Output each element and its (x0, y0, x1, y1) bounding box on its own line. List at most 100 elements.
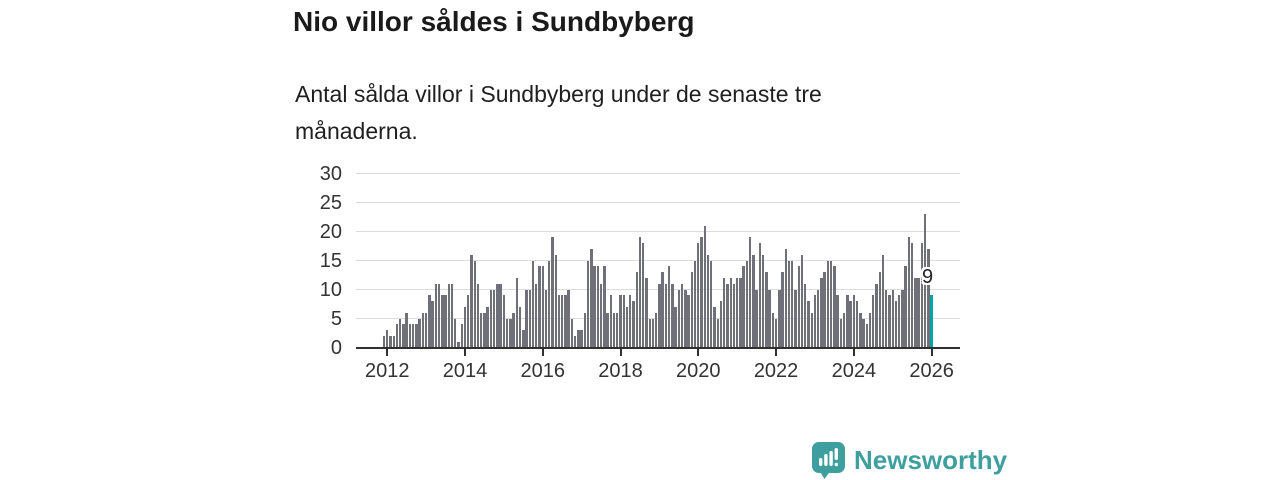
bar (642, 243, 645, 348)
bar (667, 266, 671, 348)
bar (402, 324, 405, 348)
bar (723, 277, 726, 348)
highlighted-bar (930, 295, 933, 348)
bar (661, 272, 664, 348)
bar (771, 312, 775, 348)
bar (735, 277, 739, 348)
bar (742, 266, 745, 348)
bar (833, 266, 836, 348)
bar (411, 324, 415, 348)
bar (457, 341, 460, 348)
bar (868, 312, 872, 348)
bar (450, 283, 454, 348)
y-axis-label-20: 20 (319, 220, 342, 243)
bar (813, 295, 817, 348)
x-axis-line (356, 346, 960, 349)
bar (548, 260, 551, 348)
bar (460, 324, 463, 348)
bar (444, 295, 447, 348)
gridline-15 (356, 260, 960, 261)
bar (541, 266, 544, 348)
bar (745, 260, 749, 348)
y-axis-label-10: 10 (319, 278, 342, 301)
page-title: Nio villor såldes i Sundbyberg (293, 6, 695, 37)
newsworthy-logo: Newsworthy (812, 441, 1007, 479)
bar (395, 324, 399, 348)
x-axis-tick-2020 (697, 348, 700, 356)
bar (382, 335, 386, 348)
bar (826, 260, 830, 348)
gridline-20 (356, 231, 960, 232)
bar (502, 295, 506, 348)
bar (625, 306, 629, 348)
bar (434, 283, 438, 348)
bar (473, 260, 476, 348)
bar (888, 295, 891, 348)
bar (797, 266, 800, 348)
bar (732, 283, 736, 348)
x-axis-label-2014: 2014 (442, 359, 488, 382)
bar (492, 289, 496, 348)
bar (810, 312, 813, 348)
bar (891, 289, 894, 348)
bar (622, 295, 625, 348)
bar (852, 295, 856, 348)
bar (716, 318, 719, 348)
bar (392, 335, 395, 348)
bar (898, 295, 901, 348)
bar (389, 335, 392, 348)
bar (609, 295, 612, 348)
bar (489, 289, 493, 348)
bar (515, 277, 519, 348)
bar (807, 301, 810, 348)
bar (599, 283, 603, 348)
bar (719, 301, 723, 348)
gridline-25 (356, 202, 960, 203)
bar (583, 312, 587, 348)
bar (654, 312, 658, 348)
bar (424, 312, 428, 348)
bar (586, 260, 590, 348)
bar (710, 260, 713, 348)
bar (800, 254, 804, 348)
bar (619, 295, 622, 348)
y-axis-label-0: 0 (330, 336, 342, 359)
bar (447, 283, 450, 348)
bar (512, 312, 515, 348)
bar (855, 301, 859, 348)
bar (784, 248, 787, 348)
x-axis-label-2022: 2022 (753, 359, 799, 382)
bar (561, 295, 564, 348)
x-axis-label-2018: 2018 (598, 359, 643, 382)
bar (612, 312, 616, 348)
bar (706, 254, 710, 348)
bar (907, 237, 911, 348)
bar (557, 295, 561, 348)
bar (535, 283, 538, 348)
bar (774, 318, 778, 348)
bar (418, 318, 421, 348)
bar (632, 301, 635, 348)
x-axis-label-2016: 2016 (520, 359, 566, 382)
bar (525, 289, 528, 348)
bar (577, 330, 580, 348)
bar (875, 283, 878, 348)
bar (658, 283, 661, 348)
bar (700, 237, 703, 348)
bar (437, 283, 441, 348)
bar (823, 272, 826, 348)
y-axis-label-15: 15 (319, 249, 342, 272)
bar (752, 254, 755, 348)
bar (846, 295, 849, 348)
x-axis-tick-2014 (464, 348, 466, 356)
bar (590, 248, 593, 348)
bar (470, 254, 473, 348)
bar (865, 324, 868, 348)
bar (872, 295, 875, 348)
bar (787, 260, 791, 348)
bar (778, 289, 781, 348)
x-axis-tick-2026 (930, 348, 933, 356)
bar (606, 312, 609, 348)
bar (428, 295, 431, 348)
bar (476, 283, 480, 348)
